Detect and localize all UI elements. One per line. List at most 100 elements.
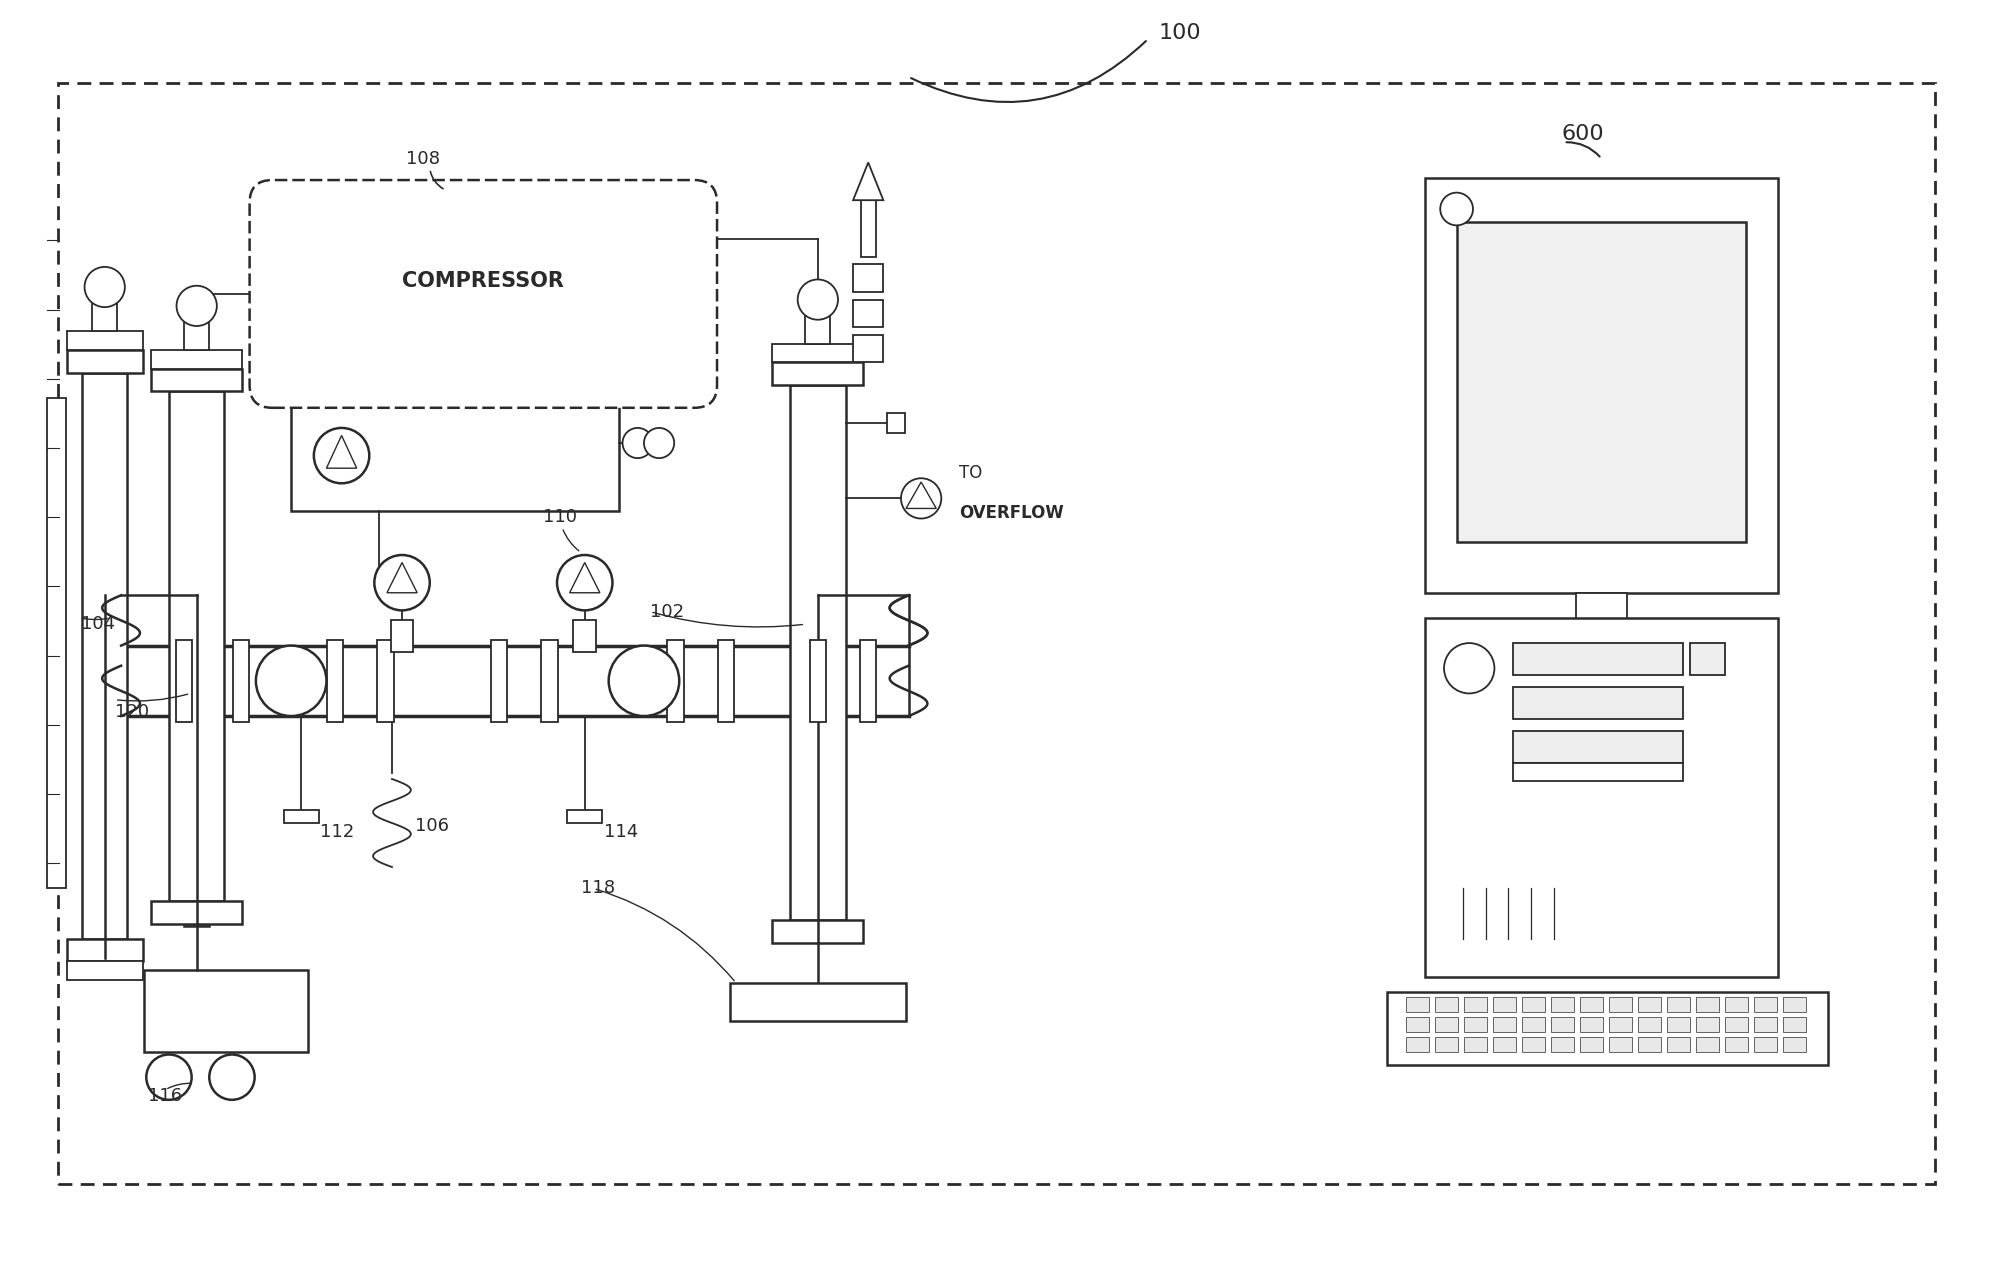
Bar bbox=[1609, 996, 1633, 1011]
Circle shape bbox=[900, 478, 942, 518]
Bar bbox=[860, 639, 876, 721]
Bar bbox=[1551, 1037, 1573, 1052]
Bar bbox=[852, 335, 884, 362]
Circle shape bbox=[255, 646, 327, 716]
Bar bbox=[1523, 1037, 1545, 1052]
Bar bbox=[1425, 178, 1778, 593]
Bar bbox=[804, 313, 830, 344]
Circle shape bbox=[623, 427, 653, 458]
Bar bbox=[1387, 991, 1828, 1064]
Bar bbox=[1513, 687, 1683, 719]
Bar bbox=[1513, 763, 1683, 782]
Bar bbox=[68, 938, 142, 961]
Circle shape bbox=[146, 1054, 192, 1100]
Bar bbox=[1725, 996, 1748, 1011]
Bar bbox=[852, 300, 884, 328]
Bar bbox=[772, 362, 862, 385]
Circle shape bbox=[557, 555, 613, 610]
Bar bbox=[1435, 1037, 1457, 1052]
Bar bbox=[291, 400, 619, 511]
Bar bbox=[1782, 996, 1806, 1011]
Bar bbox=[152, 902, 242, 923]
Bar bbox=[1435, 996, 1457, 1011]
Circle shape bbox=[210, 1054, 255, 1100]
Bar bbox=[1513, 731, 1683, 763]
Text: 120: 120 bbox=[116, 704, 150, 721]
Circle shape bbox=[798, 280, 838, 320]
Bar bbox=[152, 349, 242, 368]
Bar bbox=[1407, 1037, 1429, 1052]
Bar bbox=[810, 639, 826, 721]
Bar bbox=[391, 620, 413, 652]
Bar bbox=[1691, 643, 1725, 675]
Bar bbox=[1667, 996, 1691, 1011]
Bar bbox=[1697, 1037, 1719, 1052]
Bar bbox=[1425, 618, 1778, 976]
Circle shape bbox=[313, 427, 369, 483]
Text: 102: 102 bbox=[651, 603, 685, 620]
Circle shape bbox=[645, 427, 675, 458]
Bar bbox=[170, 391, 224, 902]
Circle shape bbox=[1443, 643, 1495, 694]
Circle shape bbox=[609, 646, 679, 716]
Bar bbox=[1551, 996, 1573, 1011]
FancyBboxPatch shape bbox=[250, 180, 717, 407]
Bar bbox=[1754, 996, 1776, 1011]
Bar bbox=[92, 300, 118, 332]
Circle shape bbox=[375, 555, 429, 610]
Bar bbox=[1725, 1016, 1748, 1031]
Bar bbox=[491, 639, 507, 721]
Circle shape bbox=[1441, 193, 1473, 226]
Bar bbox=[1609, 1016, 1633, 1031]
Bar bbox=[541, 639, 557, 721]
Bar bbox=[1513, 643, 1683, 675]
Bar bbox=[1465, 1037, 1487, 1052]
Bar bbox=[1782, 1037, 1806, 1052]
Bar bbox=[1407, 1016, 1429, 1031]
Bar bbox=[1754, 1037, 1776, 1052]
Circle shape bbox=[176, 286, 218, 327]
Bar bbox=[46, 397, 66, 889]
Text: 104: 104 bbox=[80, 615, 116, 633]
Bar bbox=[1697, 1016, 1719, 1031]
Bar bbox=[1667, 1016, 1691, 1031]
Text: OVERFLOW: OVERFLOW bbox=[958, 504, 1064, 522]
Bar bbox=[1639, 1037, 1661, 1052]
Bar bbox=[1465, 1016, 1487, 1031]
Bar bbox=[152, 368, 242, 391]
Bar bbox=[852, 265, 884, 293]
Bar bbox=[144, 970, 307, 1052]
Text: 106: 106 bbox=[415, 817, 449, 835]
Bar bbox=[1754, 1016, 1776, 1031]
Text: 112: 112 bbox=[319, 823, 355, 841]
Bar bbox=[283, 811, 319, 823]
Bar bbox=[1609, 1037, 1633, 1052]
Bar bbox=[667, 639, 685, 721]
Text: 600: 600 bbox=[1561, 124, 1605, 144]
Text: 116: 116 bbox=[148, 1087, 182, 1105]
Bar bbox=[1523, 996, 1545, 1011]
Bar bbox=[377, 639, 393, 721]
Bar bbox=[1697, 996, 1719, 1011]
Bar bbox=[772, 919, 862, 942]
Bar bbox=[1639, 1016, 1661, 1031]
Bar bbox=[573, 620, 597, 652]
Text: COMPRESSOR: COMPRESSOR bbox=[403, 271, 565, 291]
Bar bbox=[1465, 996, 1487, 1011]
Bar bbox=[1435, 1016, 1457, 1031]
Bar bbox=[1493, 996, 1515, 1011]
Bar bbox=[731, 982, 906, 1020]
Bar bbox=[1581, 996, 1603, 1011]
Bar bbox=[1407, 996, 1429, 1011]
Circle shape bbox=[84, 267, 126, 308]
Bar bbox=[1725, 1037, 1748, 1052]
Bar bbox=[790, 385, 846, 919]
Bar bbox=[567, 811, 603, 823]
Bar bbox=[1667, 1037, 1691, 1052]
Bar bbox=[234, 639, 250, 721]
Bar bbox=[58, 83, 1936, 1184]
Text: 108: 108 bbox=[407, 150, 441, 168]
Text: 114: 114 bbox=[603, 823, 639, 841]
Bar bbox=[719, 639, 735, 721]
Text: 100: 100 bbox=[1158, 23, 1202, 43]
